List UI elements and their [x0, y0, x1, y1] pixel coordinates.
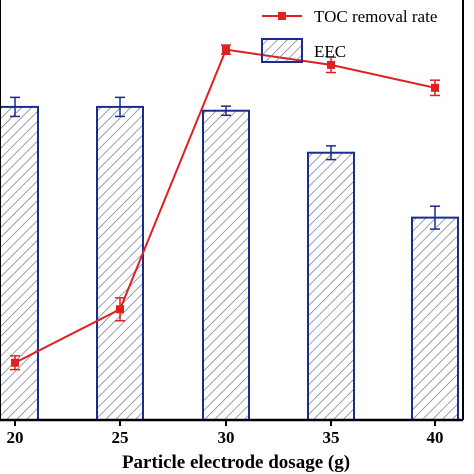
toc-point	[222, 45, 230, 54]
x-tick-label: 25	[112, 428, 129, 447]
eec-error-bar	[326, 145, 336, 161]
eec-error-bar	[10, 96, 20, 118]
legend-toc-label: TOC removal rate	[314, 7, 437, 26]
x-tick-label: 40	[427, 428, 444, 447]
toc-point	[431, 83, 439, 92]
toc-point	[327, 60, 335, 69]
x-ticks: 20 25 30 35 40	[7, 420, 444, 447]
eec-error-bar	[430, 205, 440, 230]
x-tick-label: 30	[218, 428, 235, 447]
eec-error-bars	[10, 96, 440, 230]
toc-point	[11, 358, 19, 367]
x-tick-label: 20	[7, 428, 24, 447]
eec-bar	[307, 151, 355, 422]
eec-error-bar	[115, 96, 125, 118]
x-tick-label: 35	[323, 428, 340, 447]
eec-bars	[0, 105, 459, 422]
eec-bar	[202, 109, 250, 422]
x-axis-title: Particle electrode dosage (g)	[122, 452, 350, 473]
eec-bar	[411, 216, 459, 421]
eec-bar	[96, 105, 144, 421]
toc-line-series	[10, 44, 440, 371]
legend-item-toc: TOC removal rate	[262, 7, 437, 26]
legend-eec-label: EEC	[314, 42, 346, 61]
legend-toc-marker	[278, 12, 286, 20]
eec-error-bar	[221, 105, 231, 117]
toc-point	[116, 305, 124, 314]
legend-eec-swatch	[261, 38, 303, 63]
legend: TOC removal rate EEC	[261, 7, 437, 63]
legend-item-eec: EEC	[261, 38, 346, 63]
eec-bar	[0, 105, 39, 421]
